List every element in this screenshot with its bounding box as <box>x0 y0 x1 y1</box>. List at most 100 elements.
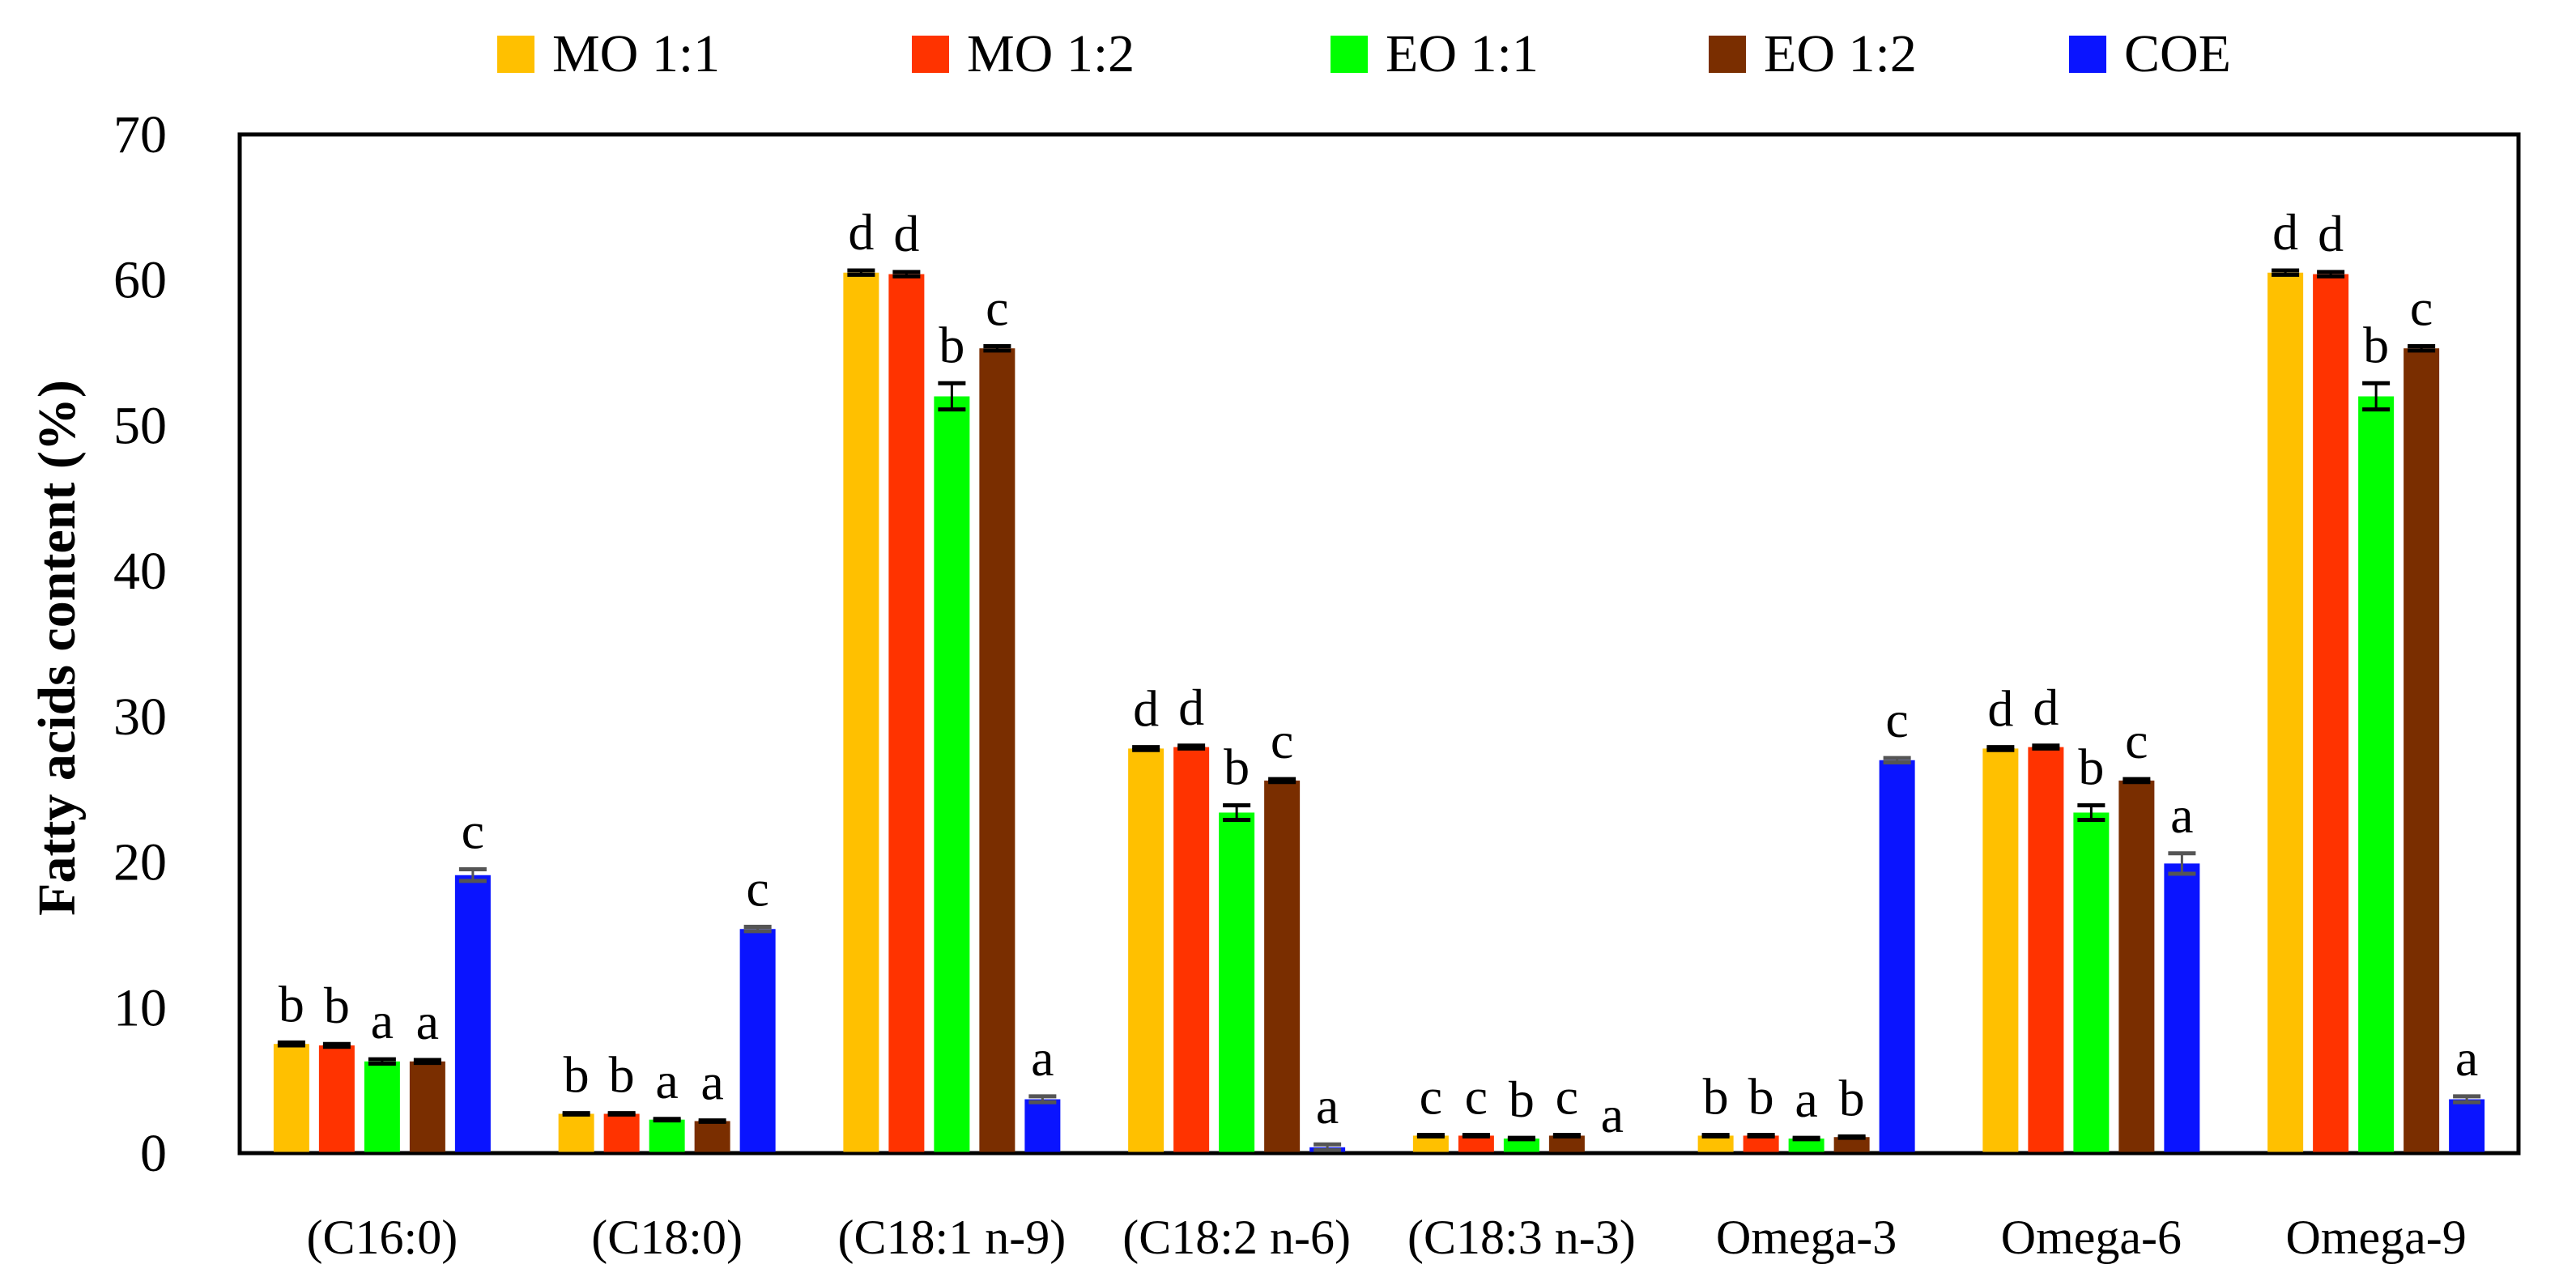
significance-letter: c <box>2125 712 2148 769</box>
bar-mo-1-2-5 <box>1743 1135 1779 1153</box>
significance-letter: a <box>1316 1077 1339 1134</box>
significance-letter: a <box>1601 1086 1624 1143</box>
bar-eo-1-2-5 <box>1833 1137 1870 1153</box>
x-tick-label: Omega-9 <box>2286 1211 2467 1264</box>
bar-coe-6 <box>2164 863 2200 1153</box>
bar-eo-1-1-6 <box>2073 812 2110 1153</box>
significance-letter: a <box>1031 1029 1054 1087</box>
significance-letter: c <box>1556 1068 1578 1126</box>
bar-eo-1-1-2 <box>934 396 970 1153</box>
significance-letter: c <box>462 802 484 860</box>
y-tick-label: 60 <box>113 251 167 310</box>
significance-letter: a <box>700 1054 723 1111</box>
significance-letter: b <box>324 977 350 1034</box>
significance-letter: b <box>1509 1071 1535 1128</box>
y-axis-label: Fatty acids content (%) <box>28 380 87 916</box>
legend-label: EO 1:2 <box>1764 24 1917 83</box>
bar-eo-1-2-1 <box>694 1121 730 1153</box>
legend-swatch <box>912 36 949 73</box>
significance-letter: a <box>655 1052 678 1109</box>
significance-letter: c <box>1465 1068 1488 1126</box>
y-tick-label: 70 <box>113 105 167 164</box>
significance-letter: a <box>2455 1029 2478 1087</box>
y-tick-label: 40 <box>113 542 167 601</box>
bar-eo-1-1-0 <box>364 1061 400 1153</box>
legend-label: EO 1:1 <box>1386 24 1539 83</box>
bar-coe-1 <box>739 929 776 1153</box>
y-tick-label: 20 <box>113 833 167 892</box>
bar-coe-7 <box>2449 1099 2485 1153</box>
x-tick-label: (C18:3 n-3) <box>1407 1211 1636 1264</box>
bar-mo-1-2-0 <box>318 1045 355 1153</box>
significance-letter: d <box>1178 679 1204 736</box>
y-tick-label: 0 <box>140 1124 167 1183</box>
significance-letter: d <box>1133 680 1159 738</box>
bar-mo-1-1-4 <box>1412 1135 1449 1153</box>
significance-letter: b <box>1839 1069 1865 1126</box>
significance-letter: d <box>1987 680 2013 738</box>
x-tick-label: Omega-3 <box>1716 1211 1897 1264</box>
significance-letter: b <box>1748 1068 1774 1126</box>
legend-label: MO 1:2 <box>967 24 1135 83</box>
significance-letter: b <box>1703 1068 1729 1126</box>
legend-label: MO 1:1 <box>552 24 720 83</box>
y-tick-label: 10 <box>113 978 167 1037</box>
error-bars-group <box>277 268 2481 1152</box>
bar-mo-1-2-3 <box>1173 747 1210 1153</box>
x-tick-label: (C18:0) <box>591 1211 743 1264</box>
x-tick-label: (C18:1 n-9) <box>838 1211 1067 1264</box>
bar-mo-1-1-7 <box>2267 272 2304 1154</box>
bar-coe-5 <box>1879 760 1915 1153</box>
legend-swatch <box>1331 36 1368 73</box>
significance-letter: b <box>2363 316 2389 373</box>
bar-eo-1-2-0 <box>409 1061 445 1153</box>
bar-eo-1-2-6 <box>2118 780 2155 1153</box>
significance-letter: b <box>2078 738 2104 795</box>
bar-eo-1-1-4 <box>1503 1139 1539 1153</box>
significance-letter: b <box>564 1046 590 1104</box>
bar-mo-1-1-3 <box>1128 748 1165 1153</box>
x-tick-label: (C16:0) <box>307 1211 458 1264</box>
y-tick-label: 30 <box>113 687 167 747</box>
bar-mo-1-1-2 <box>843 272 879 1154</box>
bar-mo-1-2-1 <box>603 1113 640 1153</box>
significance-letter: d <box>2318 205 2344 262</box>
y-axis: 0 10 20 30 40 50 60 70 <box>113 105 167 1183</box>
significance-letter: c <box>1420 1068 1442 1126</box>
legend-swatch <box>2069 36 2106 73</box>
bar-mo-1-1-6 <box>1982 748 2019 1153</box>
x-axis: (C16:0) (C18:0) (C18:1 n-9) (C18:2 n-6) (C18… <box>240 1151 2519 1264</box>
x-tick-label: (C18:2 n-6) <box>1122 1211 1351 1264</box>
significance-letter: a <box>416 993 439 1050</box>
significance-letter: c <box>1271 712 1293 769</box>
significance-letter: b <box>609 1046 635 1104</box>
significance-letter: d <box>848 203 874 261</box>
significance-letter: b <box>939 316 964 373</box>
legend-label: COE <box>2124 24 2231 83</box>
bar-mo-1-1-1 <box>558 1113 594 1153</box>
bar-eo-1-1-1 <box>649 1119 685 1153</box>
bar-series-group <box>273 272 2485 1154</box>
bar-eo-1-1-5 <box>1788 1139 1824 1153</box>
bar-mo-1-2-4 <box>1458 1135 1494 1153</box>
bar-mo-1-2-7 <box>2313 274 2349 1153</box>
bar-mo-1-2-6 <box>2028 747 2064 1153</box>
bar-coe-2 <box>1024 1099 1061 1153</box>
significance-letter: a <box>371 992 394 1049</box>
bar-mo-1-2-2 <box>888 274 925 1153</box>
x-tick-label: Omega-6 <box>2001 1211 2182 1264</box>
bar-mo-1-1-0 <box>273 1044 309 1153</box>
bar-eo-1-2-7 <box>2404 348 2440 1153</box>
significance-letter: c <box>746 860 769 917</box>
bar-eo-1-2-3 <box>1264 780 1301 1153</box>
bar-eo-1-2-4 <box>1548 1135 1585 1153</box>
y-tick-label: 50 <box>113 396 167 455</box>
significance-letter: b <box>1224 738 1250 795</box>
significance-letter: a <box>1795 1071 1817 1128</box>
significance-letter: a <box>2170 786 2193 844</box>
significance-letter: d <box>2033 679 2059 736</box>
bar-mo-1-1-5 <box>1697 1135 1734 1153</box>
significance-letter: c <box>2410 279 2433 336</box>
